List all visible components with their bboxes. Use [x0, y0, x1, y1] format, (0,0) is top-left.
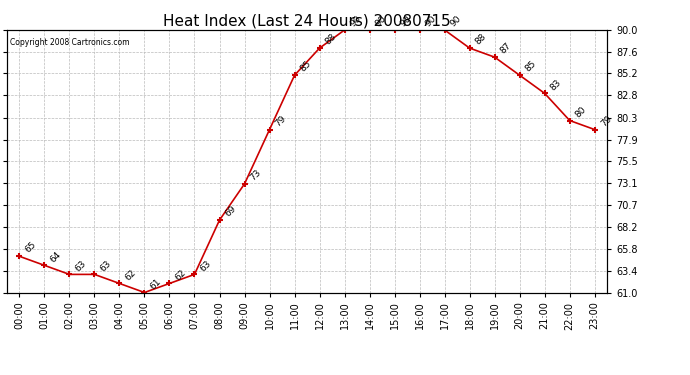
Text: 64: 64 [48, 249, 63, 264]
Text: 62: 62 [124, 268, 138, 282]
Text: 85: 85 [524, 59, 538, 74]
Text: 63: 63 [199, 258, 213, 273]
Text: 90: 90 [399, 14, 413, 28]
Text: 62: 62 [174, 268, 188, 282]
Text: 90: 90 [348, 14, 363, 28]
Text: 80: 80 [574, 105, 589, 119]
Text: 90: 90 [448, 14, 463, 28]
Text: 73: 73 [248, 168, 263, 183]
Text: 61: 61 [148, 277, 163, 291]
Title: Heat Index (Last 24 Hours) 20080715: Heat Index (Last 24 Hours) 20080715 [164, 14, 451, 29]
Text: 88: 88 [324, 32, 338, 47]
Text: 83: 83 [549, 78, 563, 92]
Text: 65: 65 [23, 240, 38, 255]
Text: 69: 69 [224, 204, 238, 219]
Text: Copyright 2008 Cartronics.com: Copyright 2008 Cartronics.com [10, 38, 130, 47]
Text: 63: 63 [74, 258, 88, 273]
Text: 63: 63 [99, 258, 113, 273]
Text: 90: 90 [424, 14, 438, 28]
Text: 85: 85 [299, 59, 313, 74]
Text: 79: 79 [599, 114, 613, 128]
Text: 87: 87 [499, 41, 513, 56]
Text: 88: 88 [474, 32, 489, 47]
Text: 79: 79 [274, 114, 288, 128]
Text: 90: 90 [374, 14, 388, 28]
